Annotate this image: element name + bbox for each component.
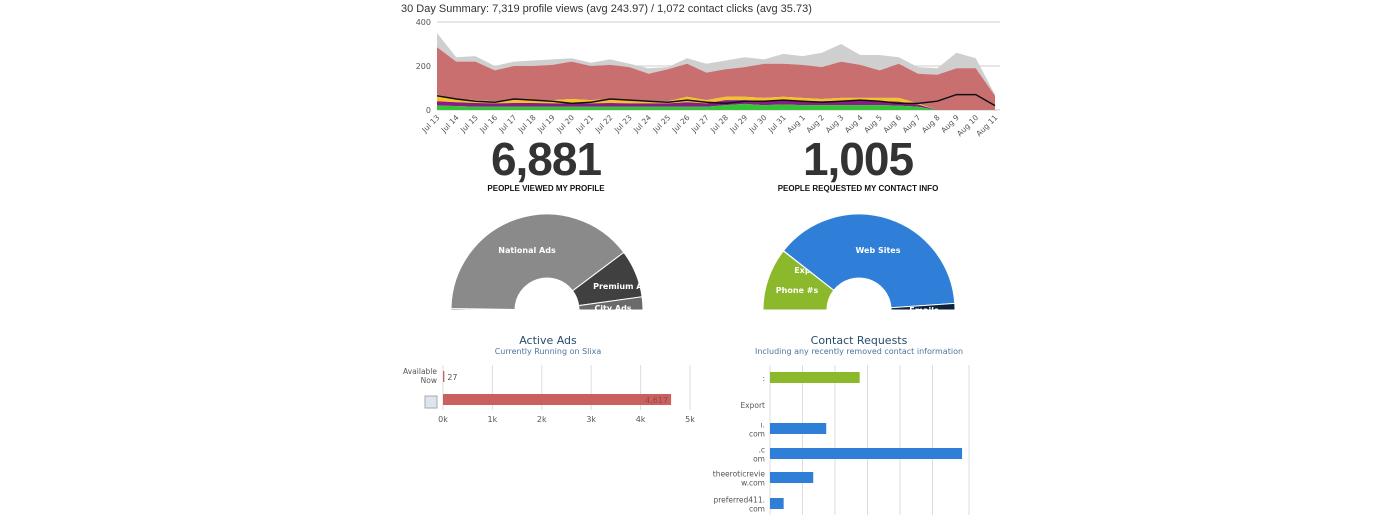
- x-tick-label: Aug 1: [785, 113, 807, 135]
- bar-data-label: 27: [447, 373, 457, 382]
- x-tick-label: Aug 2: [804, 113, 826, 135]
- x-tick-label: 3k: [586, 415, 596, 424]
- bar: [770, 448, 963, 459]
- y-tick-label: 400: [416, 18, 431, 27]
- category-label: Available: [403, 367, 437, 376]
- bar: [443, 371, 445, 382]
- category-label: :: [762, 374, 765, 383]
- x-tick-label: Jul 13: [420, 113, 442, 135]
- bar: [770, 423, 827, 434]
- ads-gauge-chart: Available Now National Ads Premium Ads City…: [446, 213, 653, 316]
- x-tick-label: Jul 20: [554, 113, 576, 135]
- active-ads-title: Active Ads: [519, 334, 577, 347]
- active-ads-subtitle: Currently Running on Slixa: [494, 347, 602, 356]
- area-series: [437, 94, 995, 110]
- area-series: [437, 47, 995, 110]
- y-tick-label: 200: [416, 62, 431, 71]
- category-label: Now: [421, 376, 437, 385]
- x-tick-label: Jul 15: [458, 113, 480, 135]
- slice-label: National Ads: [498, 246, 556, 255]
- x-tick-label: Aug 7: [901, 113, 923, 135]
- bar: [770, 498, 784, 509]
- area-series: [437, 33, 995, 96]
- category-label: .c: [758, 446, 765, 455]
- x-tick-label: Jul 18: [516, 113, 538, 135]
- bar: [770, 472, 814, 483]
- category-label: com: [749, 430, 765, 439]
- slice-emails: [890, 302, 956, 311]
- bar-data-label: 4,617: [645, 396, 668, 405]
- x-tick-label: Jul 29: [727, 113, 749, 135]
- slice-web-sites: [782, 213, 956, 309]
- x-tick-label: Jul 25: [650, 113, 672, 135]
- slice-label: Premium Ads: [593, 282, 653, 291]
- x-tick-label: Aug 4: [843, 113, 865, 135]
- x-tick-label: Jul 23: [612, 113, 634, 135]
- slice-label: Web Sites: [856, 246, 901, 255]
- category-label: om: [753, 455, 765, 464]
- contact-label: PEOPLE REQUESTED MY CONTACT INFO: [777, 184, 939, 193]
- x-tick-label: Jul 16: [477, 113, 499, 135]
- x-tick-label: Jul 22: [593, 113, 615, 135]
- contact-requests-bar-chart: :Exportı.com.comtheeroticreview.comprefe…: [713, 365, 970, 515]
- area-series: [437, 100, 995, 110]
- category-label: ı.: [761, 421, 765, 430]
- x-tick-label: Aug 3: [824, 113, 846, 135]
- broken-image-icon: [424, 395, 438, 409]
- x-tick-label: 5k: [685, 415, 695, 424]
- x-tick-label: Aug 8: [920, 113, 942, 135]
- x-tick-label: Jul 21: [573, 113, 595, 135]
- contact-requests-title: Contact Requests: [810, 334, 908, 347]
- x-tick-label: 4k: [636, 415, 646, 424]
- slice-city-ads: [578, 296, 644, 311]
- x-tick-label: Jul 26: [670, 113, 692, 135]
- x-tick-label: Aug 5: [862, 113, 884, 135]
- slice-label: Phone #s: [776, 286, 819, 295]
- slice-national-ads: [450, 213, 625, 311]
- slice-label: City Ads: [594, 304, 631, 313]
- x-tick-label: Aug 6: [881, 113, 903, 135]
- x-tick-label: Aug 11: [974, 113, 999, 138]
- line-series: [436, 93, 996, 107]
- x-tick-label: 0k: [438, 415, 448, 424]
- slice-label: Available Now: [446, 307, 510, 316]
- x-tick-label: Jul 27: [689, 113, 711, 135]
- x-tick-label: 2k: [537, 415, 547, 424]
- area-series: [437, 103, 995, 110]
- x-tick-label: Jul 24: [631, 113, 653, 135]
- category-label: theeroticrevie: [713, 470, 766, 479]
- contact-number: 1,005: [802, 133, 914, 185]
- summary-text: 30 Day Summary: 7,319 profile views (avg…: [401, 3, 812, 15]
- slice-label: Emails: [909, 306, 939, 315]
- x-tick-label: 1k: [488, 415, 498, 424]
- x-tick-label: Jul 14: [439, 113, 461, 135]
- bar: [443, 394, 672, 405]
- category-label: w.com: [741, 479, 765, 488]
- x-tick-label: Jul 31: [766, 113, 788, 135]
- category-label: com: [749, 505, 765, 514]
- x-tick-label: Jul 19: [535, 113, 557, 135]
- views-number: 6,881: [490, 133, 602, 185]
- category-label: Export: [740, 401, 765, 410]
- x-tick-label: Jul 30: [747, 113, 769, 135]
- category-label: preferred411.: [714, 496, 766, 505]
- y-tick-label: 0: [426, 106, 431, 115]
- x-tick-label: Jul 28: [708, 113, 730, 135]
- views-label: PEOPLE VIEWED MY PROFILE: [487, 184, 605, 193]
- contact-requests-subtitle: Including any recently removed contact i…: [754, 347, 964, 356]
- x-tick-label: Jul 17: [496, 113, 518, 135]
- bar: [770, 372, 860, 383]
